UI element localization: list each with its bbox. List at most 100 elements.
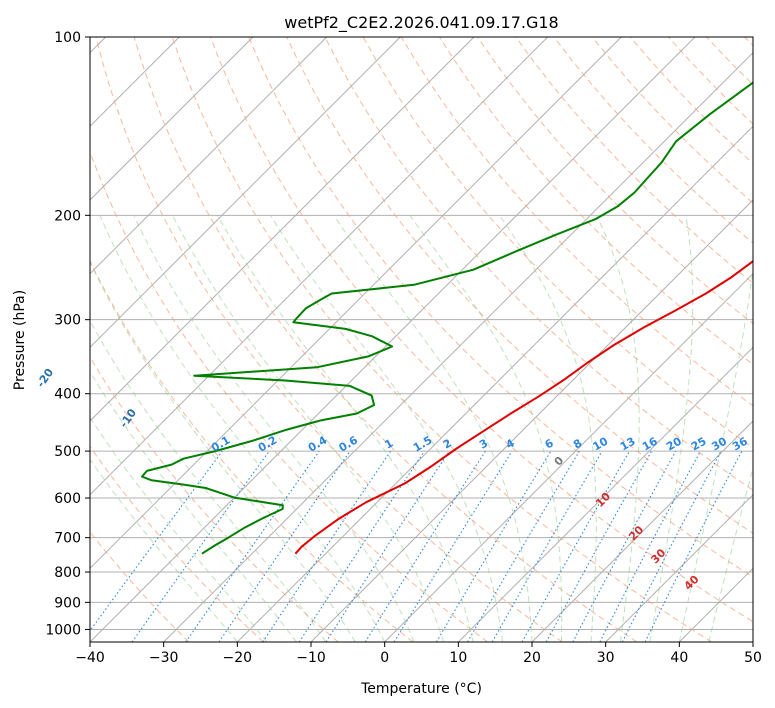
moist-adiabat-line <box>596 215 640 642</box>
isotherm-line <box>90 37 696 642</box>
dry-adiabat-line <box>706 37 753 86</box>
isotherm-line <box>457 346 753 642</box>
y-tick-label: 600 <box>54 491 81 507</box>
dry-adiabat-line <box>744 37 753 47</box>
moist-adiabat-line <box>133 215 415 642</box>
dry-adiabat-line <box>248 37 753 578</box>
x-tick-label: −10 <box>296 650 326 666</box>
isotherm-line <box>163 51 753 642</box>
dry-adiabat-label: -20 <box>34 366 56 390</box>
x-tick-label: 10 <box>449 650 467 666</box>
mixing-ratio-label: 6 <box>543 436 556 451</box>
y-tick-label: 400 <box>54 387 81 403</box>
dry-adiabat-line <box>210 37 753 623</box>
line-labels: 0.10.20.40.611.52346810131620253036-100-… <box>34 366 750 593</box>
mixing-ratio-line <box>644 450 743 642</box>
temperature-profile <box>294 259 753 555</box>
moist-adiabat-line <box>172 215 445 642</box>
x-tick-label: −30 <box>149 650 179 666</box>
moist-adiabat-line <box>649 215 694 642</box>
dry-adiabat-line <box>90 150 488 642</box>
mixing-ratio-line <box>298 450 425 642</box>
moist-adiabat-line <box>90 260 356 642</box>
moist-adiabat-line <box>333 215 533 642</box>
y-tick-label: 500 <box>54 444 81 460</box>
chart-title: wetPf2_C2E2.2026.041.09.17.G18 <box>284 13 558 33</box>
dry-adiabat-line <box>286 37 753 534</box>
dry-adiabat-line <box>553 37 753 244</box>
moist-adiabat-line <box>90 370 297 642</box>
x-tick-label: 50 <box>744 650 762 666</box>
isotherm-line <box>90 37 401 349</box>
moist-adiabat-line <box>217 215 474 642</box>
x-tick-label: 20 <box>523 650 541 666</box>
isotherm-line <box>236 125 753 642</box>
x-tick-label: −40 <box>75 650 105 666</box>
y-tick-label: 900 <box>54 595 81 611</box>
moist-adiabat-line <box>708 466 753 642</box>
mixing-ratio-line <box>364 450 486 642</box>
y-tick-label: 1000 <box>45 622 81 638</box>
moist-adiabat-line <box>99 215 386 642</box>
mixing-ratio-line <box>185 450 320 642</box>
mixing-ratio-layer <box>90 450 743 642</box>
x-tick-label: −20 <box>223 650 253 666</box>
moist-adiabat-line <box>678 265 753 642</box>
grid-layer <box>90 37 753 642</box>
y-axis-label: Pressure (hPa) <box>12 290 28 390</box>
dry-adiabat-line <box>133 37 638 642</box>
moist-adiabat-line <box>499 215 597 642</box>
isotherm-line <box>90 37 549 496</box>
moist-adiabat-line <box>270 215 503 642</box>
isotherm-line <box>531 420 753 642</box>
moist-adiabat-label: 20 <box>626 523 646 543</box>
mixing-ratio-line <box>90 450 223 632</box>
axes: −40 −30 −20 −10 0 10 20 30 40 50 100 200 300 400 500 60… <box>45 30 762 666</box>
dry-adiabat-line <box>668 37 753 125</box>
dry-adiabat-line <box>90 356 339 642</box>
mixing-ratio-line <box>521 450 630 642</box>
mixing-ratio-line <box>218 450 351 642</box>
isotherm-line <box>90 37 475 422</box>
mixing-ratio-line <box>393 450 513 642</box>
moist-adiabat-line <box>409 215 563 642</box>
mixing-ratio-line <box>599 450 701 642</box>
dry-adiabat-line <box>515 37 753 284</box>
dry-adiabat-line <box>90 259 414 642</box>
dry-adiabat-line <box>90 531 190 642</box>
y-tick-label: 100 <box>54 30 81 46</box>
y-tick-label: 200 <box>54 208 81 224</box>
dry-adiabat-line <box>95 37 563 642</box>
plot-frame <box>89 36 754 643</box>
dry-adiabat-line <box>90 445 264 642</box>
mixing-ratio-label: 2 <box>441 437 454 452</box>
x-tick-label: 30 <box>597 650 615 666</box>
isotherm-line <box>605 493 753 642</box>
mixing-ratio-line <box>572 450 677 642</box>
moist-adiabat-label: 40 <box>682 572 702 592</box>
x-tick-label: 0 <box>380 650 389 666</box>
dry-adiabat-line <box>591 37 753 204</box>
mixing-ratio-line <box>262 450 392 642</box>
isotherm-line <box>384 272 753 642</box>
x-tick-label: 40 <box>670 650 688 666</box>
mixing-ratio-label: 4 <box>504 436 517 451</box>
moist-adiabat-line <box>90 458 238 642</box>
isotherm-line <box>752 641 753 642</box>
y-tick-label: 700 <box>54 531 81 547</box>
mixing-ratio-line <box>131 450 270 642</box>
mixing-ratio-line <box>545 450 653 642</box>
x-axis-label: Temperature (°C) <box>360 681 482 697</box>
isotherm-line <box>90 37 622 570</box>
isotherm-line <box>90 37 254 201</box>
dewpoint-profile <box>141 81 753 555</box>
y-tick-label: 300 <box>54 313 81 329</box>
isotherm-line <box>90 37 328 275</box>
mixing-ratio-line <box>325 450 450 642</box>
adiabat-layer <box>90 37 753 642</box>
dry-adiabat-line <box>171 37 712 642</box>
moist-adiabat-line <box>90 416 268 642</box>
dry-adiabat-label: -10 <box>117 406 139 430</box>
moist-adiabat-line <box>90 319 327 642</box>
